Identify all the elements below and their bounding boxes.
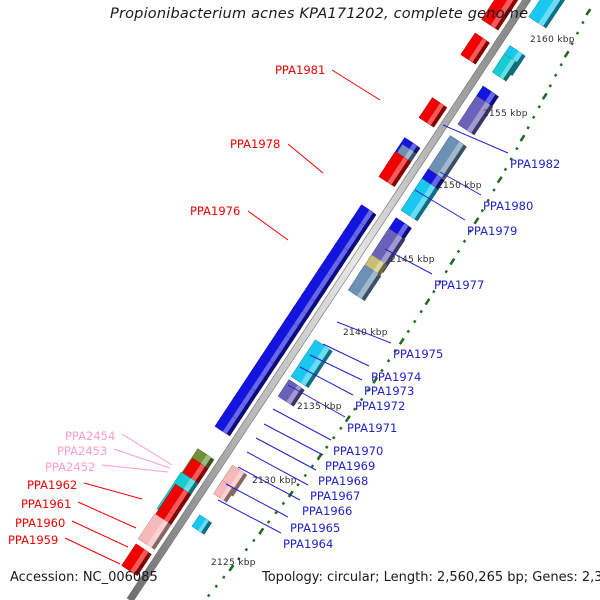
gene-pink-bot[interactable] <box>137 513 172 550</box>
scale-tick-label: 2155 kbp <box>483 109 528 119</box>
gene-label-ppa1976[interactable]: PPA1976 <box>190 204 241 218</box>
gene-label-ppa2452[interactable]: PPA2452 <box>45 460 96 474</box>
gene-red-c[interactable] <box>481 0 520 31</box>
genome-axis <box>126 0 532 600</box>
gene-label-ppa1965[interactable]: PPA1965 <box>290 521 341 535</box>
gene-label-ppa1968[interactable]: PPA1968 <box>318 474 369 488</box>
scale-tick-label: 2130 kbp <box>252 476 297 486</box>
gene-cyan-top[interactable] <box>528 0 571 29</box>
gene-cyan-1977b[interactable] <box>400 178 439 222</box>
gene-label-ppa1961[interactable]: PPA1961 <box>21 497 72 511</box>
gene-red-1978[interactable] <box>418 97 448 128</box>
gene-label-ppa1981[interactable]: PPA1981 <box>275 63 326 77</box>
gene-label-ppa1977[interactable]: PPA1977 <box>434 278 485 292</box>
gene-cyan-marker[interactable] <box>191 514 212 535</box>
page-title: Propionibacterium acnes KPA171202, compl… <box>110 6 529 22</box>
gene-label-ppa1970[interactable]: PPA1970 <box>333 444 384 458</box>
gene-red-1960[interactable] <box>159 483 192 518</box>
gene-blocks[interactable] <box>121 0 580 576</box>
gene-label-ppa1980[interactable]: PPA1980 <box>483 199 534 213</box>
gene-steel-1973[interactable] <box>347 264 382 301</box>
genome-summary-text: Topology: circular; Length: 2,560,265 bp… <box>262 570 600 585</box>
gene-steel-1979[interactable] <box>427 135 467 180</box>
gene-label-ppa1960[interactable]: PPA1960 <box>15 516 66 530</box>
gene-label-ppa1967[interactable]: PPA1967 <box>310 489 361 503</box>
gene-label-ppa1975[interactable]: PPA1975 <box>393 347 444 361</box>
scale-tick-label: 2150 kbp <box>437 181 482 191</box>
scale-tick-label: 2135 kbp <box>297 402 342 412</box>
gene-label-ppa1969[interactable]: PPA1969 <box>325 459 376 473</box>
gene-purple-1982[interactable] <box>457 95 494 136</box>
gene-label-ppa1972[interactable]: PPA1972 <box>355 399 406 413</box>
gene-red-1976c[interactable] <box>378 151 412 188</box>
gene-label-ppa1962[interactable]: PPA1962 <box>27 478 78 492</box>
gene-label-ppa1982[interactable]: PPA1982 <box>510 157 561 171</box>
scale-tick-label: 2160 kbp <box>530 35 575 45</box>
scale-tick-marks <box>206 8 592 598</box>
scale-tick-label: 2145 kbp <box>390 255 435 265</box>
gene-label-ppa1973[interactable]: PPA1973 <box>364 384 415 398</box>
gene-red-1981c[interactable] <box>460 32 490 65</box>
scale-tick-label: 2140 kbp <box>343 328 388 338</box>
label-leader-lines <box>64 69 509 565</box>
accession-text: Accession: NC_006085 <box>10 570 158 585</box>
gene-label-ppa1979[interactable]: PPA1979 <box>467 224 518 238</box>
gene-label-ppa1974[interactable]: PPA1974 <box>371 370 422 384</box>
gene-label-ppa1978[interactable]: PPA1978 <box>230 137 281 151</box>
gene-cyan-1971[interactable] <box>290 339 333 388</box>
scale-tick-label: 2125 kbp <box>211 558 256 568</box>
gene-label-ppa1964[interactable]: PPA1964 <box>283 537 334 551</box>
gene-blue-g17[interactable] <box>214 410 240 437</box>
gene-label-ppa1971[interactable]: PPA1971 <box>347 421 398 435</box>
gene-teal-1981b[interactable] <box>491 53 519 82</box>
gene-label-ppa1966[interactable]: PPA1966 <box>302 504 353 518</box>
gene-red-bot[interactable] <box>121 543 152 576</box>
gene-label-ppa2454[interactable]: PPA2454 <box>65 429 116 443</box>
gene-label-ppa1959[interactable]: PPA1959 <box>8 533 59 547</box>
gene-label-ppa2453[interactable]: PPA2453 <box>57 444 108 458</box>
